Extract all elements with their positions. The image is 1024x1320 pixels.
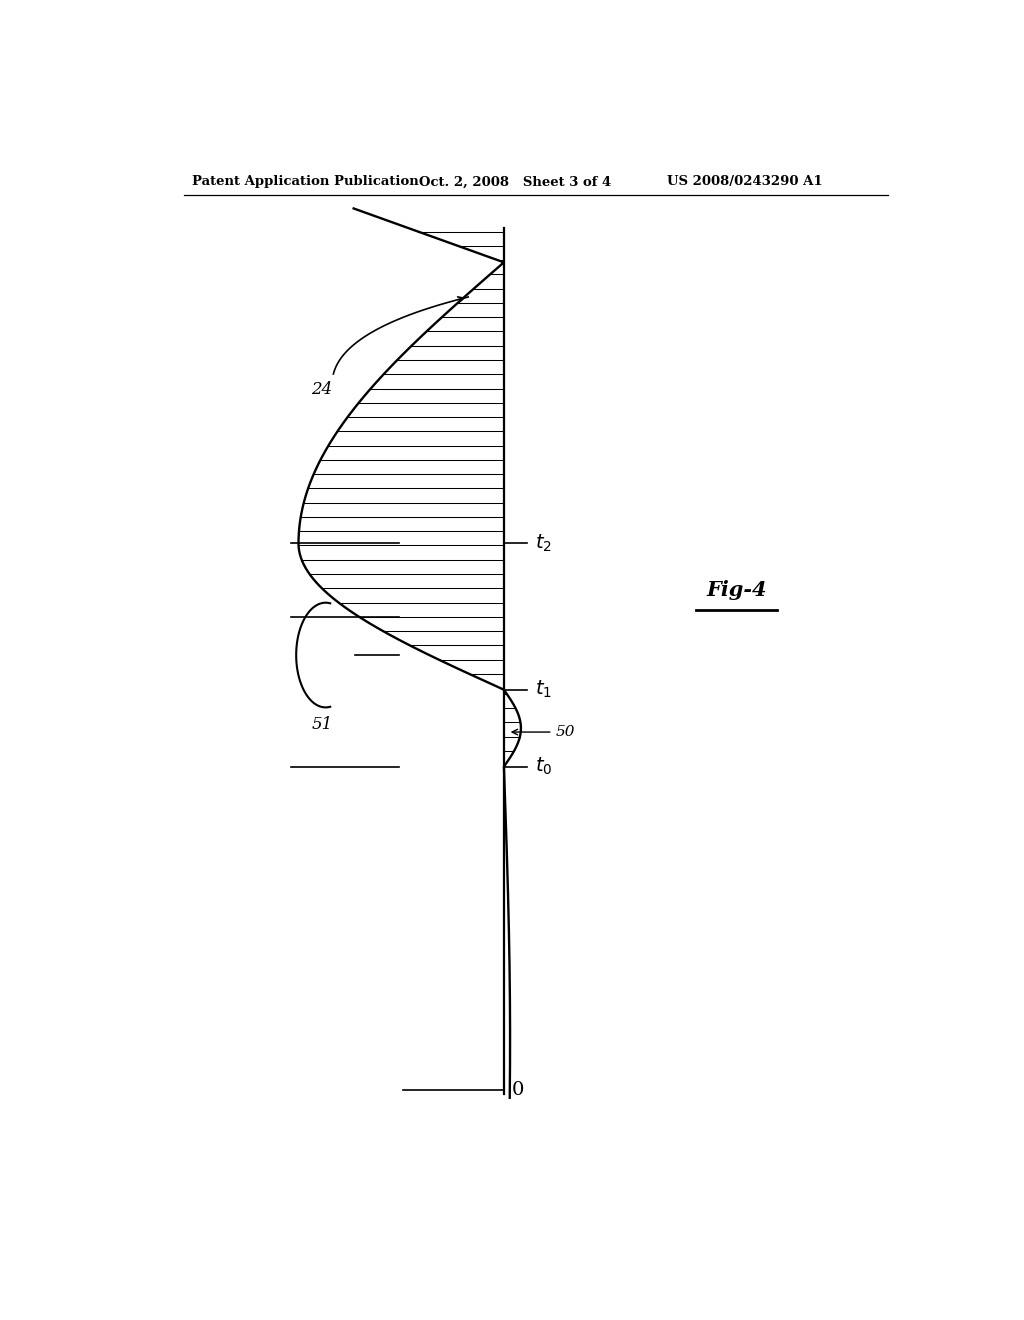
Text: $t_2$: $t_2$ — [535, 533, 552, 554]
Text: $t_1$: $t_1$ — [535, 678, 552, 701]
Text: Patent Application Publication: Patent Application Publication — [191, 176, 418, 189]
Text: 51: 51 — [311, 715, 333, 733]
Text: 0: 0 — [512, 1081, 524, 1100]
Text: 24: 24 — [311, 381, 333, 397]
Text: $t_0$: $t_0$ — [535, 756, 552, 777]
Text: 50: 50 — [556, 725, 575, 739]
Text: Fig-4: Fig-4 — [707, 579, 767, 599]
Text: Oct. 2, 2008   Sheet 3 of 4: Oct. 2, 2008 Sheet 3 of 4 — [419, 176, 611, 189]
Text: US 2008/0243290 A1: US 2008/0243290 A1 — [667, 176, 822, 189]
